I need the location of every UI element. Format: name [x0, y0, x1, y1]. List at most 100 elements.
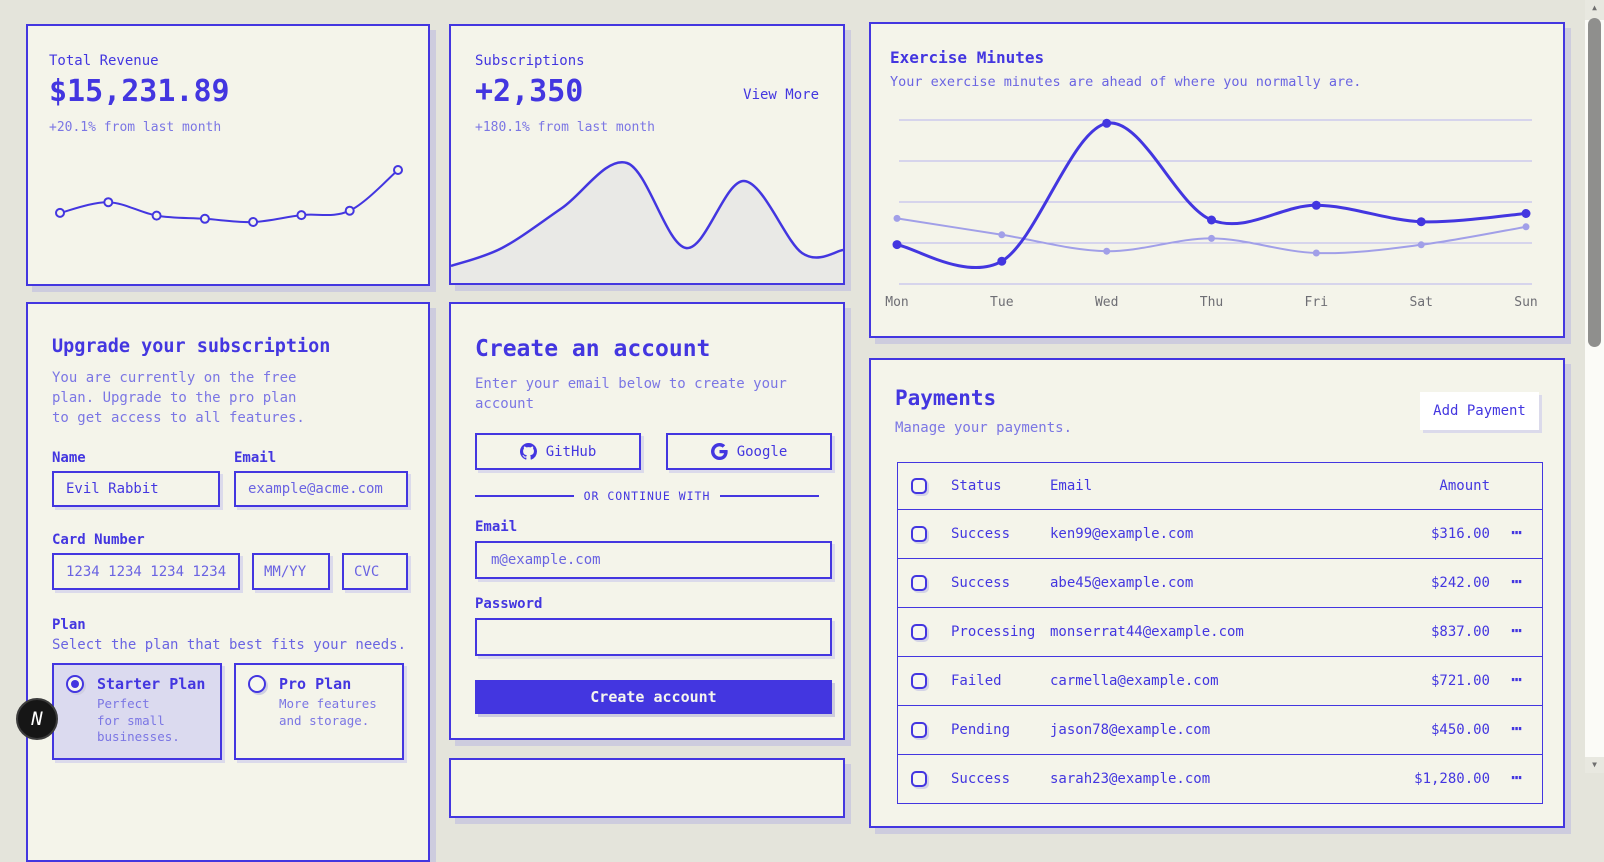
card-description: Enter your email below to create your ac…	[475, 376, 787, 412]
add-payment-button[interactable]: Add Payment	[1420, 392, 1539, 430]
create-account-button[interactable]: Create account	[475, 680, 832, 714]
svg-text:Sat: Sat	[1409, 295, 1432, 310]
or-continue-divider: OR CONTINUE WITH	[475, 489, 819, 503]
row-checkbox[interactable]	[911, 771, 927, 787]
card-description: Your exercise minutes are ahead of where…	[890, 74, 1362, 90]
card-title: Payments	[895, 386, 997, 410]
email-label: Email	[475, 519, 518, 535]
row-checkbox[interactable]	[911, 673, 927, 689]
amount-cell: $721.00	[1430, 673, 1490, 689]
name-input[interactable]	[52, 471, 220, 507]
partial-card	[449, 758, 845, 818]
plan-name: Pro Plan	[279, 675, 352, 693]
cvc-input[interactable]	[342, 553, 408, 590]
email-cell: ken99@example.com	[1050, 526, 1194, 542]
radio-starter-plan[interactable]	[66, 675, 84, 693]
status-cell: Success	[951, 771, 1011, 787]
plan-option-description: Perfect for small businesses.	[97, 696, 180, 744]
scroll-up-arrow-icon[interactable]: ▲	[1585, 0, 1604, 16]
github-icon	[519, 443, 537, 460]
email-column-header: Email	[1050, 478, 1093, 494]
revenue-value: $15,231.89	[49, 74, 230, 109]
password-input[interactable]	[475, 618, 832, 656]
row-checkbox[interactable]	[911, 624, 927, 640]
svg-text:Wed: Wed	[1095, 295, 1118, 310]
table-row: Success ken99@example.com $316.00 ⋯	[898, 509, 1542, 558]
email-cell: carmella@example.com	[1050, 673, 1219, 689]
nextjs-logo-icon: N	[31, 708, 43, 730]
table-row: Success abe45@example.com $242.00 ⋯	[898, 558, 1542, 607]
card-title: Exercise Minutes	[890, 48, 1045, 67]
email-input[interactable]	[234, 471, 408, 507]
scrollbar-thumb[interactable]	[1588, 18, 1601, 347]
amount-cell: $316.00	[1430, 526, 1490, 542]
subscriptions-card: Subscriptions +2,350 View More +180.1% f…	[449, 24, 845, 285]
svg-text:Thu: Thu	[1200, 295, 1223, 310]
google-button-label: Google	[736, 443, 788, 460]
card-title: Upgrade your subscription	[52, 336, 331, 357]
github-button[interactable]: GitHub	[475, 433, 641, 470]
scrollbar[interactable]: ▲ ▼	[1585, 0, 1604, 773]
select-all-checkbox[interactable]	[911, 478, 927, 494]
revenue-chart	[55, 165, 403, 227]
row-checkbox[interactable]	[911, 526, 927, 542]
radio-pro-plan[interactable]	[248, 675, 266, 693]
status-cell: Failed	[951, 673, 1002, 689]
exercise-chart: Mon Tue Wed Thu Fri Sat Sun	[885, 118, 1538, 310]
card-number-input[interactable]	[52, 553, 240, 590]
plan-options: Starter Plan Perfect for small businesse…	[52, 663, 404, 760]
scroll-down-arrow-icon[interactable]: ▼	[1585, 757, 1604, 773]
google-button[interactable]: Google	[666, 433, 832, 470]
card-title: Total Revenue	[49, 53, 159, 69]
expiry-input[interactable]	[252, 553, 330, 590]
subscriptions-value: +2,350	[475, 74, 584, 109]
create-account-card: Create an account Enter your email below…	[449, 302, 845, 740]
table-row: Success sarah23@example.com $1,280.00 ⋯	[898, 754, 1542, 803]
row-checkbox[interactable]	[911, 722, 927, 738]
plan-description: Select the plan that best fits your need…	[52, 637, 407, 653]
name-label: Name	[52, 450, 86, 466]
amount-column-header: Amount	[1439, 478, 1490, 494]
row-checkbox[interactable]	[911, 575, 927, 591]
email-label: Email	[234, 450, 277, 466]
row-menu-button[interactable]: ⋯	[1511, 523, 1521, 543]
table-header-row: Status Email Amount	[898, 463, 1542, 509]
exercise-minutes-card: Mon Tue Wed Thu Fri Sat Sun Exercise Minutes Y…	[869, 22, 1565, 338]
row-menu-button[interactable]: ⋯	[1511, 719, 1521, 739]
table-row: Failed carmella@example.com $721.00 ⋯	[898, 656, 1542, 705]
card-title: Subscriptions	[475, 53, 585, 69]
svg-text:Tue: Tue	[990, 295, 1014, 310]
subscriptions-chart	[451, 161, 843, 283]
total-revenue-card: Total Revenue $15,231.89 +20.1% from las…	[26, 24, 430, 286]
divider-label: OR CONTINUE WITH	[583, 489, 711, 503]
nextjs-dev-badge[interactable]: N	[16, 698, 58, 740]
row-menu-button[interactable]: ⋯	[1511, 621, 1521, 641]
svg-text:Sun: Sun	[1514, 295, 1537, 310]
row-menu-button[interactable]: ⋯	[1511, 768, 1521, 788]
card-description: You are currently on the free plan. Upgr…	[52, 370, 305, 426]
google-icon	[710, 443, 728, 460]
view-more-button[interactable]: View More	[743, 87, 819, 103]
row-menu-button[interactable]: ⋯	[1511, 572, 1521, 592]
plan-label: Plan	[52, 617, 86, 633]
payments-table: Status Email Amount Success ken99@example…	[897, 462, 1543, 804]
amount-cell: $1,280.00	[1414, 771, 1490, 787]
status-cell: Processing	[951, 624, 1036, 640]
table-row: Pending jason78@example.com $450.00 ⋯	[898, 705, 1542, 754]
row-menu-button[interactable]: ⋯	[1511, 670, 1521, 690]
payments-table-body: Success ken99@example.com $316.00 ⋯ Success a…	[898, 509, 1542, 803]
github-button-label: GitHub	[545, 443, 597, 460]
subscriptions-change: +180.1% from last month	[475, 120, 656, 135]
plan-option-pro[interactable]: Pro Plan More features and storage.	[234, 663, 404, 760]
amount-cell: $242.00	[1430, 575, 1490, 591]
payments-card: Payments Manage your payments. Add Payme…	[869, 358, 1565, 828]
signup-email-input[interactable]	[475, 541, 832, 579]
divider-line	[475, 495, 574, 497]
status-cell: Success	[951, 575, 1011, 591]
plan-option-starter[interactable]: Starter Plan Perfect for small businesse…	[52, 663, 222, 760]
email-cell: sarah23@example.com	[1050, 771, 1211, 787]
plan-name: Starter Plan	[97, 675, 206, 693]
plan-option-description: More features and storage.	[279, 696, 377, 728]
email-cell: abe45@example.com	[1050, 575, 1194, 591]
svg-text:Mon: Mon	[885, 295, 908, 310]
